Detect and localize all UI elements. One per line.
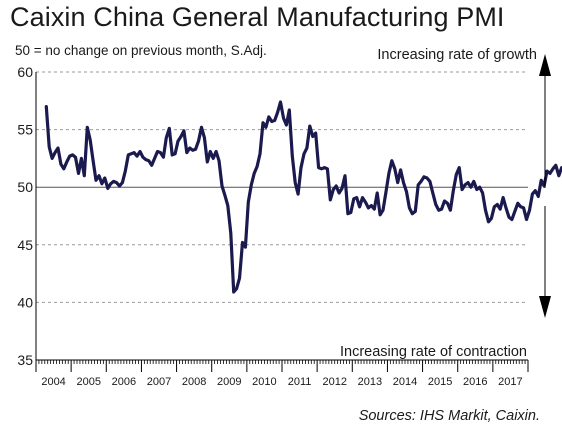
x-tick-label-2014: 2014 — [393, 376, 417, 388]
pmi-series-line — [44, 100, 562, 294]
data-series — [44, 100, 562, 294]
x-tick-label-2004: 2004 — [41, 376, 65, 388]
source-note: Sources: IHS Markit, Caixin. — [358, 408, 540, 424]
y-tick-labels: 35 40 45 50 55 60 — [17, 64, 33, 368]
x-tick-label-2009: 2009 — [217, 376, 241, 388]
x-tick-label-2008: 2008 — [182, 376, 206, 388]
y-tick-label-40: 40 — [17, 294, 33, 310]
y-tick-label-60: 60 — [17, 64, 33, 80]
x-tick-label-2011: 2011 — [288, 376, 312, 388]
x-tick-label-2017: 2017 — [498, 376, 522, 388]
y-tick-label-55: 55 — [17, 122, 33, 138]
chart-subtitle: 50 = no change on previous month, S.Adj. — [15, 43, 267, 58]
x-tick-label-2016: 2016 — [463, 376, 487, 388]
contraction-annotation: Increasing rate of contraction — [340, 344, 527, 360]
x-tick-label-2007: 2007 — [147, 376, 171, 388]
x-tick-label-2005: 2005 — [76, 376, 100, 388]
chart-title: Caixin China General Manufacturing PMI — [10, 2, 505, 32]
gridlines — [36, 71, 528, 303]
growth-annotation: Increasing rate of growth — [377, 47, 537, 63]
growth-arrowhead-icon — [539, 54, 551, 76]
axes — [35, 72, 529, 372]
x-tick-labels: 2004 2005 2006 2007 2008 2009 2010 2011 2012 2013… — [41, 376, 522, 388]
x-tick-label-2006: 2006 — [112, 376, 136, 388]
x-tick-label-2015: 2015 — [428, 376, 452, 388]
x-tick-label-2010: 2010 — [252, 376, 276, 388]
y-tick-label-35: 35 — [17, 352, 33, 368]
y-tick-label-45: 45 — [17, 237, 33, 253]
y-tick-label-50: 50 — [17, 179, 33, 195]
x-tick-label-2013: 2013 — [358, 376, 382, 388]
direction-arrows — [539, 54, 551, 318]
contraction-arrowhead-icon — [539, 296, 551, 318]
x-tick-label-2012: 2012 — [322, 376, 346, 388]
